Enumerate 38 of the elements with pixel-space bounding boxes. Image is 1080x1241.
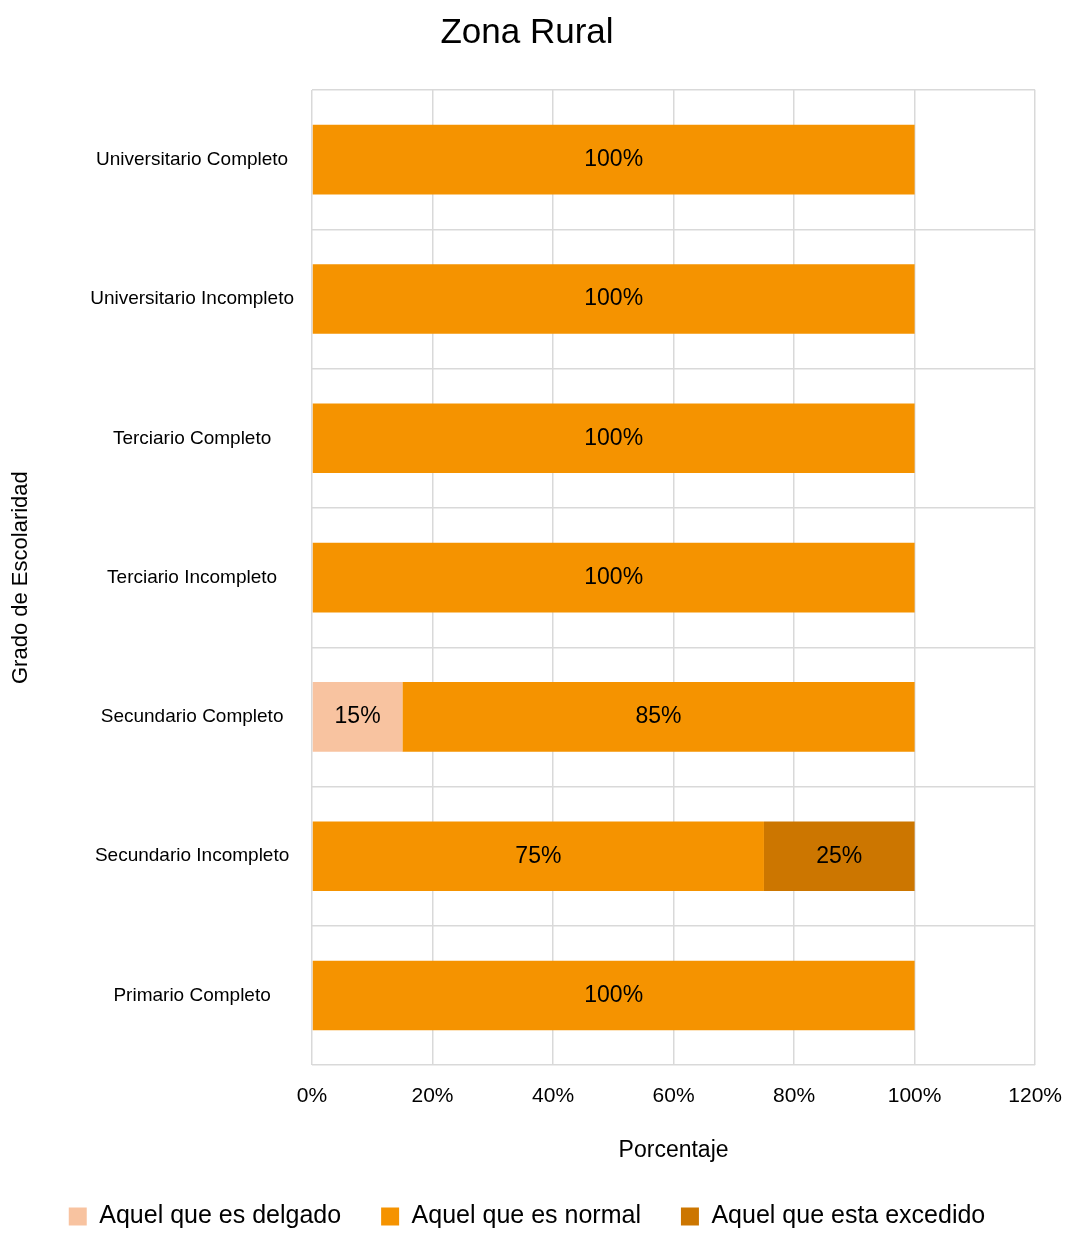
bar — [312, 682, 403, 752]
x-axis-title: Porcentaje — [618, 1135, 729, 1162]
bar — [312, 264, 915, 334]
y-tick-label: Universitario Completo — [96, 147, 289, 169]
data-label: 100% — [584, 284, 644, 311]
legend-label: Aquel que es normal — [411, 1200, 641, 1229]
bar — [312, 821, 764, 892]
x-tick-label: 20% — [411, 1082, 454, 1106]
data-label: 100% — [584, 980, 644, 1007]
bar — [402, 682, 915, 752]
bar — [312, 124, 915, 195]
x-tick-label: 0% — [296, 1082, 328, 1106]
y-tick-label: Universitario Incompleto — [90, 287, 294, 309]
legend-label: Aquel que esta excedido — [711, 1200, 986, 1229]
data-label: 75% — [515, 841, 562, 868]
chart-title: Zona Rural — [440, 10, 614, 50]
bar — [312, 403, 915, 474]
y-tick-label: Terciario Incompleto — [107, 565, 278, 587]
x-tick-label: 120% — [1008, 1082, 1062, 1106]
data-label: 15% — [334, 702, 381, 729]
x-tick-label: 40% — [532, 1082, 575, 1106]
y-tick-label: Secundario Incompleto — [94, 844, 290, 866]
legend-label: Aquel que es delgado — [99, 1200, 342, 1229]
data-label: 100% — [584, 423, 644, 450]
data-label: 100% — [584, 562, 644, 589]
x-tick-label: 80% — [773, 1082, 816, 1106]
y-tick-label: Primario Completo — [113, 983, 271, 1005]
y-tick-label: Secundario Completo — [100, 705, 284, 727]
x-tick-label: 60% — [652, 1082, 695, 1106]
bar — [312, 542, 915, 613]
bar — [312, 960, 915, 1031]
data-label: 85% — [635, 702, 682, 729]
bar — [763, 821, 915, 892]
y-axis-title: Grado de Escolaridad — [7, 471, 33, 684]
y-tick-label: Terciario Completo — [112, 426, 272, 448]
x-tick-label: 100% — [887, 1082, 942, 1106]
data-label: 25% — [816, 841, 863, 868]
data-label: 100% — [584, 145, 644, 171]
